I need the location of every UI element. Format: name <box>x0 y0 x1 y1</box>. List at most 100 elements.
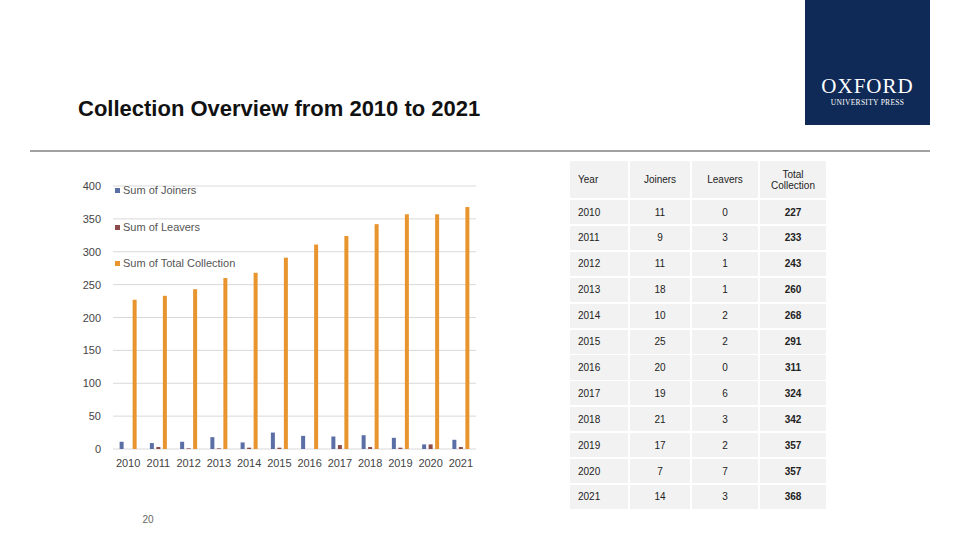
bar <box>368 447 372 449</box>
table-cell: 291 <box>760 330 826 354</box>
table-cell: 0 <box>692 355 758 379</box>
bar <box>193 289 197 449</box>
bar <box>338 445 342 449</box>
y-tick-label: 200 <box>83 312 101 324</box>
legend-swatch <box>115 261 120 266</box>
grid-line <box>113 251 476 252</box>
bar <box>429 444 433 449</box>
table-cell: 11 <box>630 252 690 276</box>
y-tick-label: 0 <box>95 443 101 455</box>
y-tick-label: 50 <box>89 410 101 422</box>
legend-label: Sum of Total Collection <box>123 257 235 269</box>
table-cell: 357 <box>760 433 826 457</box>
legend-label: Sum of Joiners <box>123 184 197 196</box>
table-cell: 14 <box>630 485 690 509</box>
bar <box>254 273 258 449</box>
y-tick-label: 350 <box>83 213 101 225</box>
table-cell: 3 <box>692 485 758 509</box>
bar <box>314 245 318 449</box>
table-cell: 2012 <box>570 252 628 276</box>
table-cell: 2013 <box>570 278 628 302</box>
table-cell: 2011 <box>570 226 628 250</box>
grid-line <box>113 317 476 318</box>
table-cell: 7 <box>692 459 758 483</box>
grid-line <box>113 383 476 384</box>
bar <box>241 442 245 449</box>
bar <box>126 449 130 450</box>
table-cell: 2016 <box>570 355 628 379</box>
bar <box>362 435 366 449</box>
table-cell: 233 <box>760 226 826 250</box>
bars <box>120 207 470 449</box>
bar <box>247 448 251 449</box>
table-cell: 2010 <box>570 200 628 224</box>
x-tick-label: 2021 <box>449 457 473 469</box>
page: OXFORDUNIVERSITY PRESSCollection Overvie… <box>0 0 960 540</box>
table-cell: 311 <box>760 355 826 379</box>
bar <box>375 224 379 449</box>
bar <box>180 442 184 449</box>
bar <box>271 433 275 449</box>
table-cell: 3 <box>692 226 758 250</box>
table-cell: 2018 <box>570 407 628 431</box>
y-tick-label: 100 <box>83 377 101 389</box>
bar <box>422 444 426 449</box>
bar <box>392 438 396 449</box>
logo-name: OXFORD <box>821 74 913 98</box>
x-tick-label: 2013 <box>207 457 231 469</box>
bar <box>331 437 335 449</box>
logo-box <box>805 0 930 125</box>
table-cell: 3 <box>692 407 758 431</box>
bar <box>150 443 154 449</box>
bar <box>133 300 137 449</box>
x-tick-label: 2012 <box>176 457 200 469</box>
bar <box>308 449 312 450</box>
legend-swatch <box>115 225 120 230</box>
x-tick-label: 2017 <box>328 457 352 469</box>
y-tick-label: 400 <box>83 180 101 192</box>
title-rule <box>30 151 930 152</box>
bar <box>435 214 439 449</box>
table-cell: 19 <box>630 381 690 405</box>
x-tick-label: 2014 <box>237 457 261 469</box>
bar <box>217 448 221 449</box>
table-cell: 7 <box>630 459 690 483</box>
x-tick-label: 2016 <box>297 457 321 469</box>
grid-line <box>113 218 476 219</box>
x-tick-label: 2011 <box>147 457 171 469</box>
bar <box>187 448 191 449</box>
bar <box>210 437 214 449</box>
bar <box>156 447 160 449</box>
table-cell: 2020 <box>570 459 628 483</box>
grid-line <box>113 416 476 417</box>
table-cell: 21 <box>630 407 690 431</box>
y-tick-label: 250 <box>83 279 101 291</box>
table-cell: 11 <box>630 200 690 224</box>
table-cell: 1 <box>692 278 758 302</box>
table-cell: 324 <box>760 381 826 405</box>
bar <box>163 296 167 449</box>
table-cell: 6 <box>692 381 758 405</box>
table-cell: 20 <box>630 355 690 379</box>
bar <box>405 214 409 449</box>
table-cell: 0 <box>692 200 758 224</box>
y-tick-label: 150 <box>83 344 101 356</box>
grid-line <box>113 284 476 285</box>
table-cell: 227 <box>760 200 826 224</box>
table-cell: 2 <box>692 433 758 457</box>
table-cell: 17 <box>630 433 690 457</box>
bar <box>284 258 288 449</box>
table-cell: 2 <box>692 330 758 354</box>
table-cell: 2014 <box>570 304 628 328</box>
x-tick-label: 2015 <box>267 457 291 469</box>
table-header: Leavers <box>692 161 758 198</box>
bar <box>301 436 305 449</box>
table-header: Total Collection <box>760 161 826 198</box>
table-header: Joiners <box>630 161 690 198</box>
grid-line <box>113 449 476 450</box>
bar <box>344 236 348 449</box>
table-cell: 2017 <box>570 381 628 405</box>
table-cell: 243 <box>760 252 826 276</box>
x-tick-label: 2010 <box>116 457 140 469</box>
x-tick-label: 2019 <box>388 457 412 469</box>
